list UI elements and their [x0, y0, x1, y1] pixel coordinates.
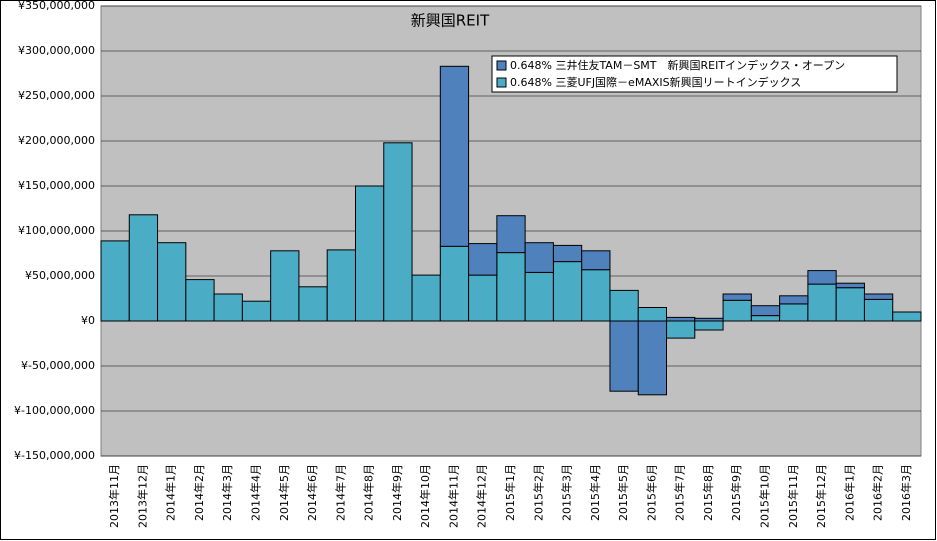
- bar: [298, 286, 328, 322]
- legend-label: 0.648% 三菱UFJ国際－eMAXIS新興国リートインデックス: [510, 75, 801, 89]
- x-tick-label: 2015年6月: [644, 464, 658, 521]
- bar: [807, 283, 837, 322]
- bar: [722, 293, 752, 301]
- bar: [468, 274, 498, 322]
- bar: [779, 295, 809, 305]
- x-tick-label: 2016年2月: [871, 464, 885, 521]
- x-tick-label: 2016年3月: [899, 464, 913, 521]
- legend-box: [491, 55, 898, 93]
- legend-label: 0.648% 三井住友TAM－SMT 新興国REITインデックス・オープン: [510, 58, 845, 72]
- bar: [241, 300, 272, 322]
- x-tick-label: 2014年4月: [249, 464, 263, 521]
- bar: [185, 279, 215, 322]
- x-tick-label: 2016年1月: [842, 464, 856, 521]
- bar: [157, 242, 187, 322]
- bar: [892, 311, 922, 322]
- y-tick-label: ¥200,000,000: [18, 134, 95, 147]
- bar: [750, 305, 781, 317]
- x-tick-label: 2015年10月: [757, 464, 771, 528]
- y-tick-label: ¥300,000,000: [18, 44, 95, 57]
- bar: [128, 214, 159, 322]
- bar: [609, 289, 639, 322]
- bar: [666, 320, 696, 339]
- x-tick-label: 2014年9月: [390, 464, 404, 521]
- x-tick-label: 2014年10月: [418, 464, 432, 528]
- bar: [581, 250, 611, 271]
- y-tick-label: ¥0: [81, 314, 95, 327]
- x-tick-label: 2014年8月: [362, 464, 376, 521]
- bar: [524, 271, 554, 322]
- x-tick-label: 2015年11月: [786, 464, 800, 528]
- bar: [863, 298, 894, 322]
- x-tick-label: 2015年2月: [531, 464, 545, 521]
- x-tick-label: 2015年1月: [503, 464, 517, 521]
- y-tick-label: ¥50,000,000: [25, 269, 95, 282]
- x-tick-label: 2015年5月: [616, 464, 630, 521]
- legend-swatch: [496, 77, 507, 88]
- bar: [468, 243, 498, 276]
- y-tick-label: ¥-50,000,000: [21, 359, 95, 372]
- bar: [637, 307, 668, 322]
- bar: [524, 242, 554, 273]
- bar: [694, 317, 724, 322]
- bar: [100, 240, 130, 322]
- x-tick-label: 2013年12月: [135, 464, 149, 528]
- x-tick-label: 2014年2月: [192, 464, 206, 521]
- x-tick-label: 2014年3月: [220, 464, 234, 521]
- x-tick-label: 2015年12月: [814, 464, 828, 528]
- bar: [496, 252, 526, 322]
- bar: [354, 185, 385, 322]
- x-tick-label: 2015年9月: [729, 464, 743, 521]
- y-tick-label: ¥250,000,000: [18, 89, 95, 102]
- x-tick-label: 2014年1月: [164, 464, 178, 521]
- chart-title: 新興国REIT: [411, 12, 490, 30]
- bar: [807, 270, 837, 285]
- x-tick-label: 2014年6月: [305, 464, 319, 521]
- bar: [779, 303, 809, 322]
- x-tick-label: 2014年12月: [475, 464, 489, 528]
- y-tick-label: ¥100,000,000: [18, 224, 95, 237]
- bar: [326, 249, 356, 322]
- x-tick-label: 2013年11月: [107, 464, 121, 528]
- x-tick-label: 2015年7月: [673, 464, 687, 521]
- bar: [552, 244, 583, 263]
- bar: [637, 320, 668, 396]
- bar: [439, 65, 470, 247]
- bar: [722, 299, 752, 322]
- bar: [552, 261, 583, 322]
- bar: [581, 269, 611, 322]
- bar: [496, 215, 526, 254]
- bar: [666, 316, 696, 322]
- legend-swatch: [496, 60, 507, 71]
- bar: [270, 250, 300, 322]
- x-tick-label: 2014年5月: [277, 464, 291, 521]
- bar: [750, 315, 781, 322]
- bar: [694, 320, 724, 331]
- x-tick-label: 2015年8月: [701, 464, 715, 521]
- bar: [411, 274, 441, 322]
- x-tick-label: 2014年11月: [446, 464, 460, 528]
- bar: [213, 293, 243, 322]
- x-tick-label: 2015年4月: [588, 464, 602, 521]
- bar: [609, 320, 639, 392]
- y-tick-label: ¥150,000,000: [18, 179, 95, 192]
- bar: [835, 287, 865, 322]
- bars: [100, 65, 922, 396]
- y-tick-label: ¥-100,000,000: [14, 404, 95, 417]
- legend: 0.648% 三井住友TAM－SMT 新興国REITインデックス・オープン 0.6…: [491, 55, 898, 93]
- bar: [439, 245, 470, 322]
- bar: [383, 142, 413, 322]
- bar: [863, 293, 894, 300]
- y-tick-label: ¥350,000,000: [18, 0, 95, 12]
- y-tick-label: ¥-150,000,000: [14, 449, 95, 462]
- x-tick-label: 2014年7月: [333, 464, 347, 521]
- bar: [835, 282, 865, 289]
- x-tick-label: 2015年3月: [560, 464, 574, 521]
